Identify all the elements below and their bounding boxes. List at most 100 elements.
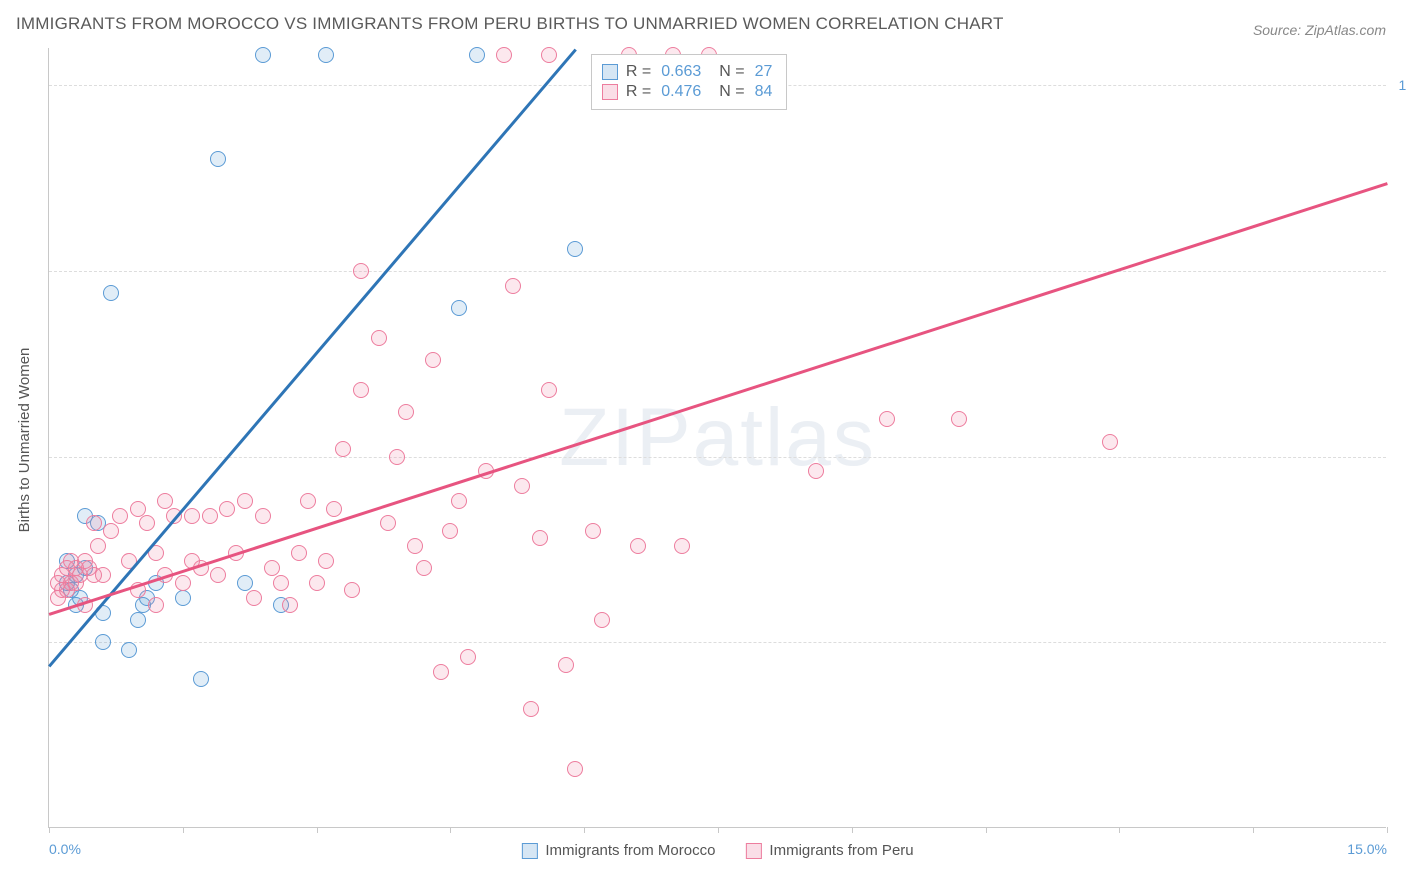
data-point-peru [219,501,235,517]
data-point-peru [112,508,128,524]
data-point-peru [210,567,226,583]
gridline [49,271,1386,272]
data-point-peru [103,523,119,539]
data-point-morocco [103,285,119,301]
data-point-peru [246,590,262,606]
data-point-morocco [193,671,209,687]
data-point-peru [353,263,369,279]
data-point-peru [309,575,325,591]
gridline [49,457,1386,458]
data-point-peru [558,657,574,673]
stats-n-value: 84 [755,83,773,101]
data-point-peru [335,441,351,457]
stats-r-value: 0.476 [661,83,701,101]
trend-line-peru [49,182,1388,615]
stats-row-morocco: R =0.663N =27 [602,63,773,81]
data-point-peru [389,449,405,465]
x-tick-mark [718,827,719,833]
x-tick-mark [183,827,184,833]
correlation-chart: IMMIGRANTS FROM MOROCCO VS IMMIGRANTS FR… [0,0,1406,892]
data-point-peru [433,664,449,680]
data-point-peru [86,515,102,531]
data-point-peru [157,493,173,509]
watermark: ZIPatlas [559,391,876,485]
data-point-peru [407,538,423,554]
gridline [49,642,1386,643]
data-point-morocco [567,241,583,257]
data-point-peru [344,582,360,598]
data-point-peru [585,523,601,539]
data-point-morocco [255,47,271,63]
data-point-morocco [130,612,146,628]
data-point-peru [184,508,200,524]
x-tick-mark [1253,827,1254,833]
data-point-peru [202,508,218,524]
data-point-peru [237,493,253,509]
stats-r-label: R = [626,83,651,101]
data-point-morocco [210,151,226,167]
x-tick-mark [1387,827,1388,833]
legend-label: Immigrants from Morocco [545,842,715,859]
x-tick-label: 15.0% [1347,841,1387,857]
x-tick-mark [852,827,853,833]
legend-swatch-icon [521,843,537,859]
data-point-peru [264,560,280,576]
x-tick-mark [1119,827,1120,833]
watermark-text: ZIPatlas [559,392,876,483]
y-axis-label: Births to Unmarried Women [16,348,33,533]
data-point-morocco [469,47,485,63]
data-point-peru [130,501,146,517]
trend-line-morocco [48,48,576,666]
data-point-peru [514,478,530,494]
y-tick-label: 50.0% [1391,449,1406,465]
legend-swatch-icon [745,843,761,859]
data-point-peru [523,701,539,717]
x-tick-mark [317,827,318,833]
data-point-morocco [95,634,111,650]
y-tick-label: 25.0% [1391,634,1406,650]
data-point-peru [90,538,106,554]
x-tick-mark [986,827,987,833]
stats-n-label: N = [719,83,744,101]
stats-row-peru: R = 0.476 N = 84 [602,83,773,101]
plot-area: ZIPatlas 25.0%50.0%75.0%100.0%0.0%15.0%R… [48,48,1386,828]
data-point-peru [594,612,610,628]
data-point-peru [326,501,342,517]
data-point-peru [674,538,690,554]
data-point-morocco [175,590,191,606]
data-point-peru [460,649,476,665]
data-point-peru [451,493,467,509]
data-point-morocco [237,575,253,591]
x-tick-mark [584,827,585,833]
stats-r-label: R = [626,63,651,81]
data-point-peru [541,382,557,398]
data-point-peru [808,463,824,479]
data-point-peru [496,47,512,63]
data-point-peru [630,538,646,554]
data-point-peru [318,553,334,569]
stats-swatch-icon [602,84,618,100]
data-point-peru [273,575,289,591]
data-point-peru [353,382,369,398]
data-point-peru [175,575,191,591]
data-point-peru [532,530,548,546]
data-point-peru [282,597,298,613]
data-point-morocco [318,47,334,63]
data-point-peru [505,278,521,294]
y-tick-label: 75.0% [1391,263,1406,279]
data-point-peru [255,508,271,524]
data-point-peru [951,411,967,427]
stats-n-label: N = [719,63,744,81]
data-point-peru [371,330,387,346]
data-point-peru [139,515,155,531]
data-point-peru [380,515,396,531]
data-point-peru [95,567,111,583]
data-point-peru [291,545,307,561]
chart-title: IMMIGRANTS FROM MOROCCO VS IMMIGRANTS FR… [16,14,1004,34]
data-point-peru [567,761,583,777]
stats-swatch-icon [602,64,618,80]
data-point-peru [1102,434,1118,450]
data-point-peru [442,523,458,539]
x-tick-label: 0.0% [49,841,81,857]
data-point-peru [300,493,316,509]
